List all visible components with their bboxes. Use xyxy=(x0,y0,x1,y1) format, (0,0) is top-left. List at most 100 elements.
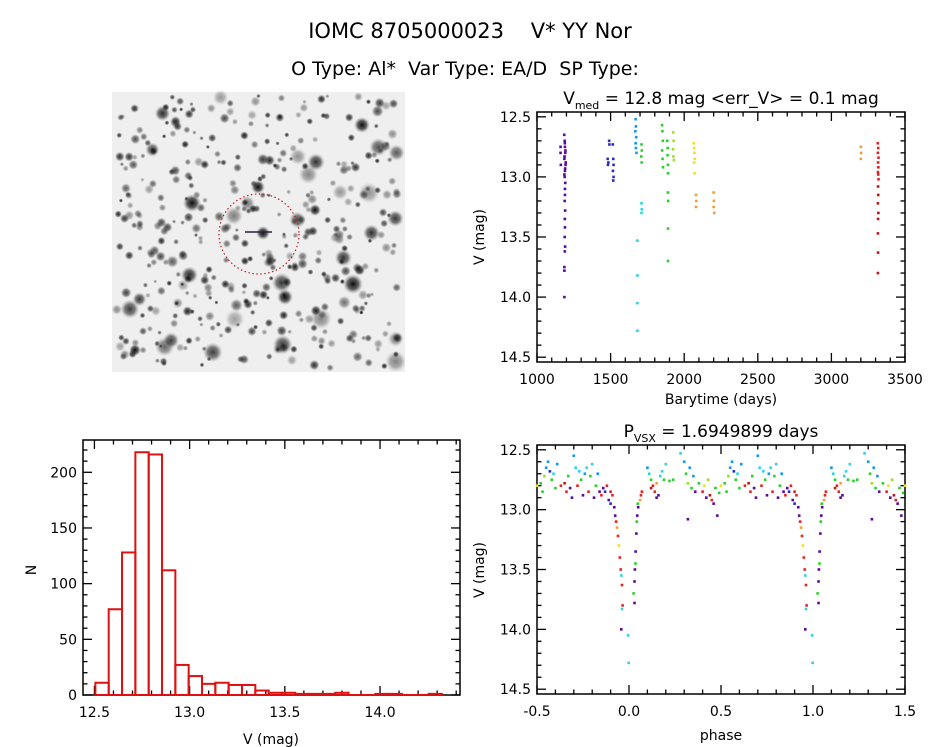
star xyxy=(315,249,323,257)
star xyxy=(285,251,295,261)
star xyxy=(272,343,284,355)
lightcurve-point xyxy=(563,167,567,170)
lightcurve-point xyxy=(563,173,566,176)
phase-point xyxy=(686,482,690,485)
phase-point xyxy=(640,490,644,493)
phase-point xyxy=(541,490,544,493)
phase-point xyxy=(819,514,823,517)
star xyxy=(373,338,384,349)
star xyxy=(124,151,135,162)
histogram-bar xyxy=(107,608,124,696)
star xyxy=(122,165,129,172)
star xyxy=(247,326,257,337)
lightcurve-point xyxy=(671,131,675,134)
star xyxy=(317,336,326,346)
star xyxy=(158,203,167,212)
phase-point xyxy=(539,482,542,485)
star xyxy=(199,136,204,141)
star xyxy=(222,239,232,249)
star xyxy=(171,175,181,185)
phase-point xyxy=(738,486,741,490)
phase-point xyxy=(817,568,821,571)
lightcurve-point xyxy=(712,205,715,209)
star xyxy=(199,362,205,368)
star xyxy=(181,140,190,149)
star xyxy=(343,197,353,207)
phase-xlabel: phase xyxy=(700,728,742,744)
lightcurve-y-tick-label: 13.5 xyxy=(500,230,531,246)
phase-point xyxy=(736,472,739,476)
star xyxy=(297,258,308,270)
lightcurve-point xyxy=(611,143,615,146)
star xyxy=(391,189,402,200)
star xyxy=(114,341,126,352)
lightcurve-point xyxy=(666,171,670,175)
lightcurve-point xyxy=(563,193,567,197)
star xyxy=(365,292,372,299)
lightcurve-point xyxy=(661,139,665,143)
star xyxy=(335,160,342,167)
star xyxy=(213,150,222,158)
lightcurve-point xyxy=(666,199,670,203)
phase-point xyxy=(870,482,874,485)
star xyxy=(310,324,318,332)
phase-point xyxy=(655,482,658,485)
phase-point xyxy=(874,486,877,490)
star xyxy=(114,210,123,218)
phase-point xyxy=(727,474,730,478)
star xyxy=(197,239,204,245)
lightcurve-point xyxy=(611,157,615,161)
phase-point xyxy=(798,520,802,523)
lightcurve-point xyxy=(693,151,696,155)
star xyxy=(183,126,191,134)
lightcurve-point xyxy=(877,178,880,181)
star xyxy=(334,229,345,240)
phase-y-tick-label: 13.0 xyxy=(500,503,531,519)
phase-point xyxy=(750,474,754,478)
phase-point xyxy=(614,520,618,523)
star xyxy=(207,133,217,143)
phase-point xyxy=(892,493,896,497)
bright-star xyxy=(183,194,201,212)
lightcurve-point xyxy=(611,179,615,182)
star xyxy=(157,236,166,246)
phase-point xyxy=(579,478,583,482)
star xyxy=(341,225,349,233)
lightcurve-point xyxy=(693,171,696,175)
star xyxy=(324,216,332,224)
phase-point xyxy=(544,466,548,470)
star xyxy=(173,238,180,245)
star xyxy=(301,200,310,209)
phase-point xyxy=(837,490,841,493)
lightcurve-point xyxy=(671,147,675,151)
star xyxy=(248,204,258,214)
star xyxy=(279,148,288,158)
star xyxy=(388,176,397,186)
star xyxy=(234,228,239,233)
star xyxy=(232,163,243,173)
phase-point xyxy=(844,470,848,473)
star xyxy=(201,346,207,352)
star xyxy=(193,156,204,167)
star xyxy=(199,275,210,285)
phase-point xyxy=(701,490,704,493)
phase-point xyxy=(823,493,827,497)
phase-point xyxy=(866,460,870,464)
star xyxy=(339,216,347,224)
star xyxy=(321,328,329,335)
lightcurve-point xyxy=(692,141,696,145)
star xyxy=(346,184,356,193)
star xyxy=(304,314,315,324)
histogram-x-tick-label: 13.0 xyxy=(174,705,205,721)
phase-point xyxy=(655,496,658,499)
phase-y-tick-label: 14.5 xyxy=(500,682,531,698)
phase-point xyxy=(617,544,621,547)
star xyxy=(220,159,227,166)
phase-point xyxy=(855,478,859,482)
phase-point xyxy=(805,604,808,607)
phase-point xyxy=(820,502,824,505)
phase-point xyxy=(719,484,723,488)
phase-point xyxy=(881,482,885,485)
star xyxy=(229,298,243,312)
